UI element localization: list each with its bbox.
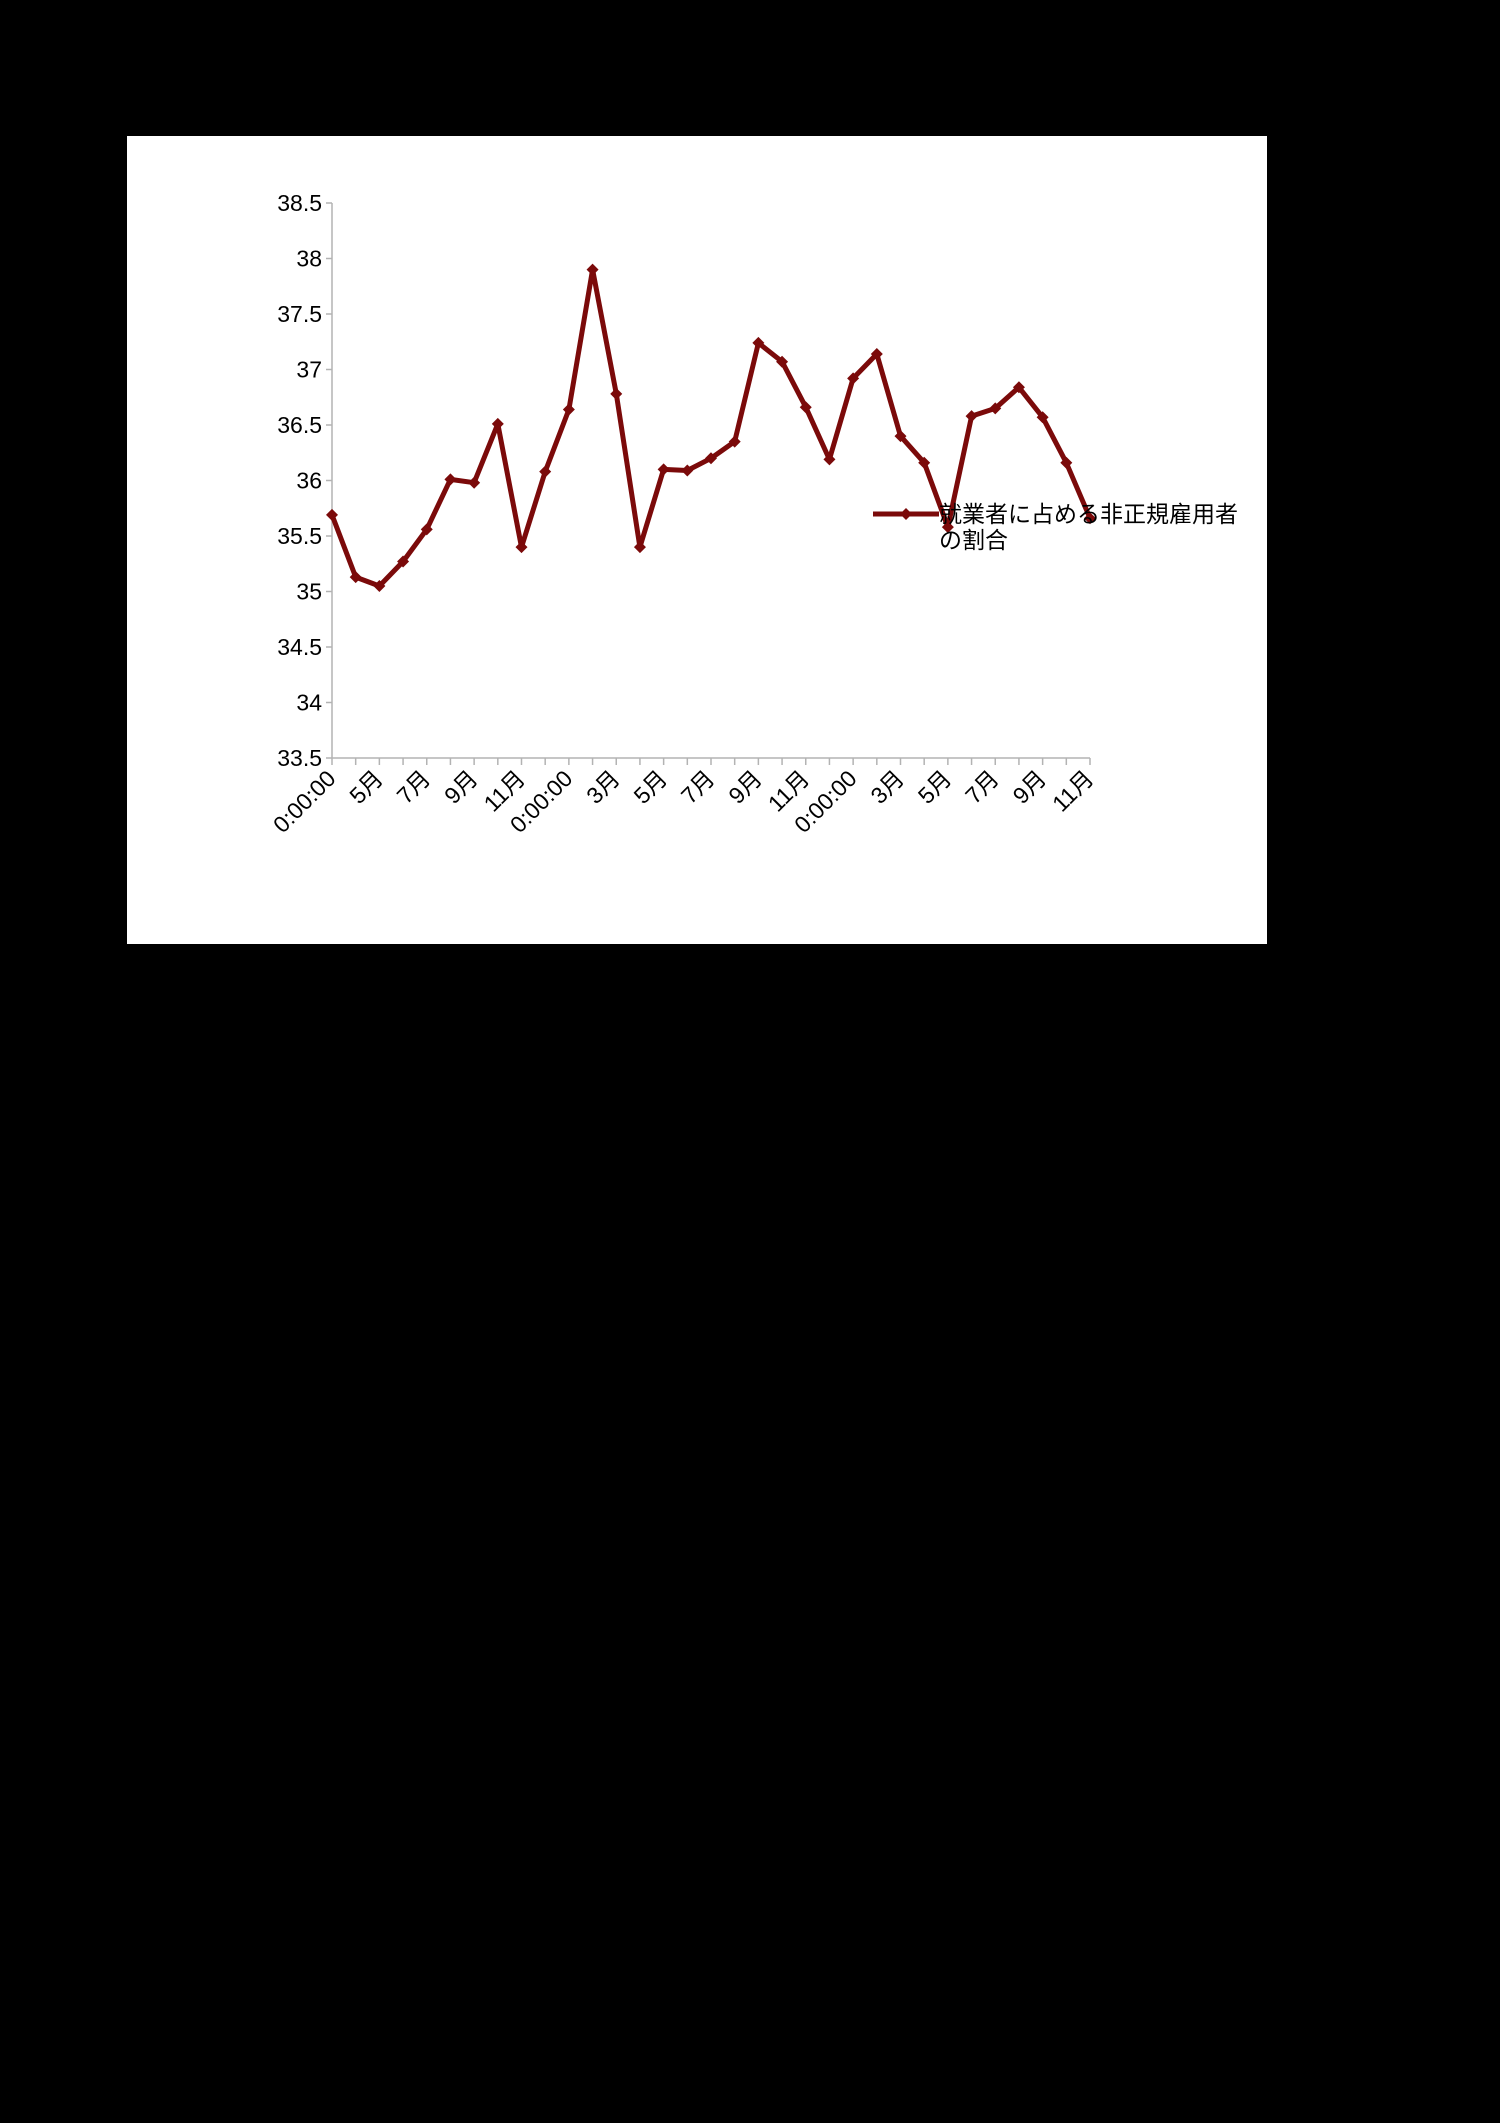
- data-point-marker: [894, 430, 907, 443]
- y-tick-label: 33.5: [277, 745, 322, 771]
- legend-label-line-2: の割合: [939, 528, 1008, 554]
- y-tick-label: 34.5: [277, 634, 322, 660]
- x-tick-label: 9月: [439, 765, 483, 809]
- line-chart: 33.5 34 34.5 35 35.5 36 36.5 37 37.5 38 38.5 0:00:…: [268, 190, 1238, 838]
- data-point-marker: [1084, 512, 1096, 525]
- legend: 就業者に占める非正規雇用者 の割合: [873, 502, 1238, 554]
- x-tick-label: 5月: [344, 765, 388, 809]
- data-point-marker: [657, 463, 670, 476]
- data-point-marker: [633, 541, 646, 554]
- y-axis-tick-labels: 33.5 34 34.5 35 35.5 36 36.5 37 37.5 38 38.5: [277, 190, 322, 771]
- data-point-marker: [373, 579, 386, 592]
- data-point-marker: [918, 456, 931, 469]
- data-point-marker: [349, 571, 362, 584]
- x-tick-label: 11月: [1047, 765, 1099, 817]
- x-tick-label: 5月: [913, 765, 957, 809]
- x-tick-label: 7月: [960, 765, 1004, 809]
- data-point-marker: [870, 347, 883, 360]
- data-point-marker: [1012, 381, 1025, 394]
- y-tick-label: 35: [296, 579, 322, 605]
- data-point-marker: [397, 555, 410, 568]
- data-point-marker: [681, 464, 694, 477]
- data-point-marker: [610, 387, 623, 400]
- x-tick-label: 7月: [392, 765, 436, 809]
- data-point-marker: [420, 523, 433, 536]
- legend-label-line-1: 就業者に占める非正規雇用者: [939, 502, 1238, 528]
- data-point-marker: [491, 417, 504, 430]
- data-point-marker: [539, 465, 552, 478]
- data-point-marker: [989, 402, 1002, 415]
- data-point-marker: [326, 508, 338, 521]
- data-point-marker: [586, 263, 599, 276]
- x-tick-label: 9月: [1007, 765, 1051, 809]
- data-point-marker: [965, 410, 978, 423]
- data-point-marker: [562, 403, 575, 416]
- data-point-marker: [728, 435, 741, 448]
- data-point-marker: [847, 372, 860, 385]
- data-point-marker: [705, 452, 717, 465]
- y-tick-label: 38.5: [277, 190, 322, 216]
- y-tick-label: 36.5: [277, 412, 322, 438]
- chart-panel: 33.5 34 34.5 35 35.5 36 36.5 37 37.5 38 38.5 0:00:…: [127, 136, 1267, 944]
- data-point-marker: [752, 336, 765, 349]
- x-tick-label: 0:00:00: [268, 765, 341, 838]
- y-tick-label: 34: [296, 690, 322, 716]
- data-point-marker: [1060, 456, 1073, 469]
- data-point-marker: [823, 453, 836, 466]
- x-tick-label: 9月: [723, 765, 767, 809]
- x-tick-label: 3月: [581, 765, 625, 809]
- data-point-marker: [515, 541, 528, 554]
- legend-marker-swatch: [900, 508, 912, 520]
- x-tick-label: 3月: [865, 765, 909, 809]
- data-point-marker: [468, 476, 481, 489]
- data-point-marker: [799, 401, 812, 414]
- y-tick-label: 38: [296, 246, 322, 272]
- x-tick-label: 5月: [628, 765, 672, 809]
- data-point-marker: [941, 521, 954, 534]
- series-layer: [326, 263, 1096, 592]
- data-point-marker: [776, 355, 789, 368]
- data-point-marker: [444, 473, 457, 486]
- y-tick-label: 35.5: [277, 523, 322, 549]
- x-tick-label: 7月: [676, 765, 720, 809]
- data-point-marker: [1036, 411, 1049, 424]
- y-tick-label: 37: [296, 357, 322, 383]
- chart-axes: [326, 202, 1091, 765]
- y-tick-label: 37.5: [277, 301, 322, 327]
- y-tick-label: 36: [296, 468, 322, 494]
